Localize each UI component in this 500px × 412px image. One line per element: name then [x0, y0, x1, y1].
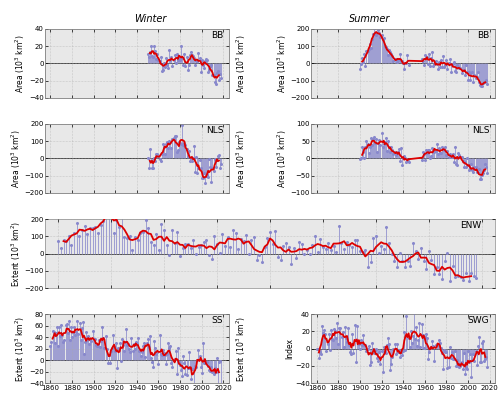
Text: ENW: ENW — [460, 221, 481, 230]
Y-axis label: Area ($10^3$ km$^2$): Area ($10^3$ km$^2$) — [14, 34, 28, 93]
Y-axis label: Extent ($10^3$ km$^2$): Extent ($10^3$ km$^2$) — [235, 316, 248, 382]
Y-axis label: Index: Index — [285, 338, 294, 359]
Text: BB: BB — [477, 31, 490, 40]
Text: NLS: NLS — [472, 126, 490, 135]
Y-axis label: Area ($10^3$ km$^2$): Area ($10^3$ km$^2$) — [276, 34, 289, 93]
Text: SS: SS — [212, 316, 223, 325]
Text: SWG: SWG — [468, 316, 489, 325]
Y-axis label: Extent ($10^3$ km$^2$): Extent ($10^3$ km$^2$) — [10, 220, 23, 287]
Text: Winter: Winter — [134, 14, 166, 24]
Y-axis label: Area ($10^3$ km$^2$): Area ($10^3$ km$^2$) — [276, 129, 289, 188]
Y-axis label: Area ($10^3$ km$^2$): Area ($10^3$ km$^2$) — [235, 34, 248, 93]
Y-axis label: Extent ($10^3$ km$^2$): Extent ($10^3$ km$^2$) — [14, 316, 28, 382]
Text: NLS: NLS — [206, 126, 223, 135]
Text: BB: BB — [211, 31, 223, 40]
Text: Summer: Summer — [350, 14, 391, 24]
Y-axis label: Area ($10^3$ km$^2$): Area ($10^3$ km$^2$) — [235, 129, 248, 188]
Y-axis label: Area ($10^3$ km$^2$): Area ($10^3$ km$^2$) — [10, 129, 23, 188]
